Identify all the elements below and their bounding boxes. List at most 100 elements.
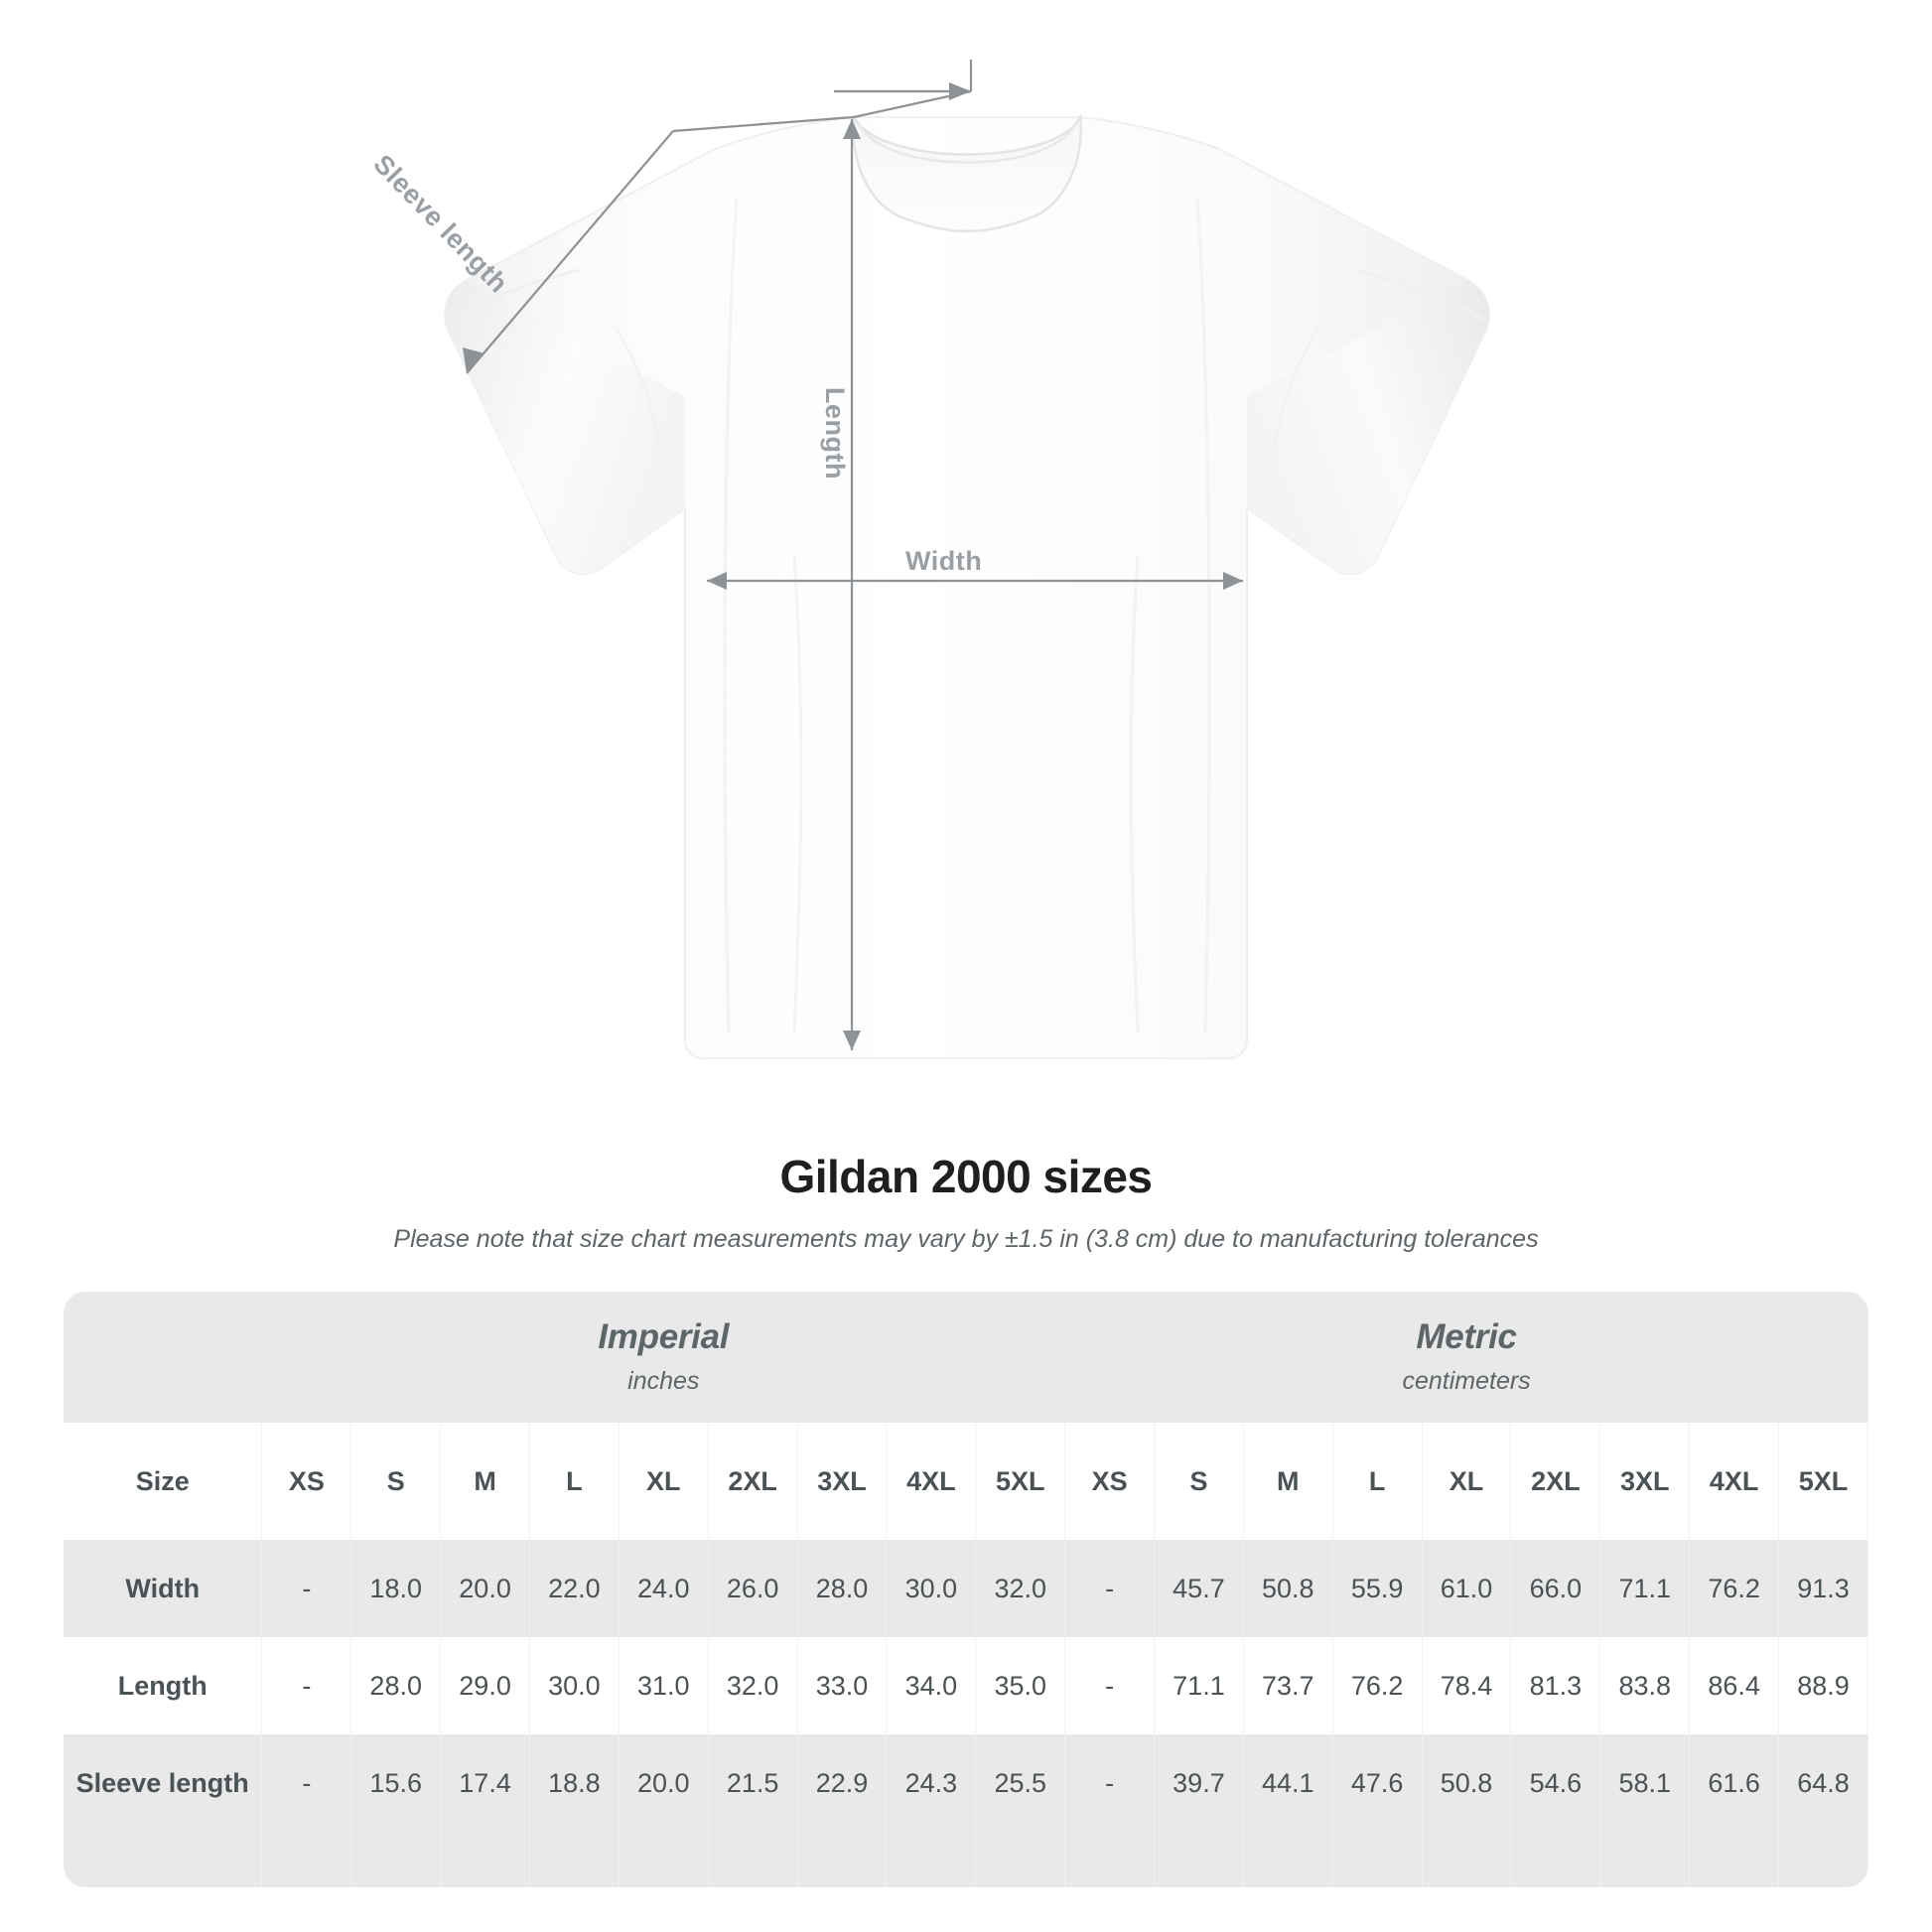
filler-cell (529, 1832, 620, 1887)
page-subtitle: Please note that size chart measurements… (393, 1225, 1539, 1253)
cell-length-metric-s: 71.1 (1154, 1637, 1244, 1734)
filler-cell (619, 1832, 709, 1887)
cell-length-imperial-3xl: 33.0 (797, 1637, 888, 1734)
size-header-imperial-m: M (440, 1423, 530, 1540)
table-row: Width -18.0 20.0 22.0 24.0 26.0 28.0 30.0 32.0-4… (64, 1540, 1868, 1637)
filler-cell (1243, 1832, 1333, 1887)
cell-width-metric-m: 50.8 (1243, 1540, 1333, 1637)
filler-cell (1510, 1832, 1601, 1887)
size-header-metric-5xl: 5XL (1778, 1423, 1868, 1540)
filler-cell (1422, 1832, 1512, 1887)
unit-title-imperial: Imperial (598, 1316, 730, 1356)
tshirt-diagram: Sleeve length Length Width (367, 60, 1490, 1059)
cell-sleeve-length-metric-l: 47.6 (1332, 1734, 1423, 1832)
cell-sleeve-length-metric-4xl: 61.6 (1689, 1734, 1780, 1832)
size-header-imperial-5xl: 5XL (975, 1423, 1066, 1540)
unit-header-row: Imperial inches Metric centimeters (64, 1292, 1868, 1423)
cell-width-metric-4xl: 76.2 (1689, 1540, 1780, 1637)
filler-cell (708, 1832, 798, 1887)
cell-length-imperial-4xl: 34.0 (886, 1637, 977, 1734)
size-header-metric-2xl: 2XL (1510, 1423, 1601, 1540)
cell-sleeve-length-imperial-2xl: 21.5 (708, 1734, 798, 1832)
size-header-row: Size XS S M L XL 2XL 3XL 4XL 5XL XS S M L XL 2XL 3XL 4XL 5… (64, 1423, 1868, 1540)
cell-width-imperial-2xl: 26.0 (708, 1540, 798, 1637)
cell-width-metric-xl: 61.0 (1422, 1540, 1512, 1637)
cell-sleeve-length-imperial-l: 18.8 (529, 1734, 620, 1832)
unit-header-metric: Metric centimeters (1064, 1292, 1868, 1423)
filler-cell (797, 1832, 888, 1887)
cell-length-imperial-xl: 31.0 (619, 1637, 709, 1734)
cell-sleeve-length-metric-xs: - (1064, 1734, 1156, 1832)
size-header-metric-xs: XS (1064, 1423, 1156, 1540)
cell-width-imperial-m: 20.0 (440, 1540, 530, 1637)
cell-width-metric-xs: - (1064, 1540, 1156, 1637)
cell-length-imperial-m: 29.0 (440, 1637, 530, 1734)
cell-sleeve-length-imperial-xs: - (261, 1734, 352, 1832)
cell-width-imperial-4xl: 30.0 (886, 1540, 977, 1637)
size-header-metric-4xl: 4XL (1689, 1423, 1780, 1540)
cell-sleeve-length-metric-m: 44.1 (1243, 1734, 1333, 1832)
cell-width-metric-5xl: 91.3 (1778, 1540, 1868, 1637)
size-header-metric-3xl: 3XL (1599, 1423, 1691, 1540)
cell-sleeve-length-imperial-4xl: 24.3 (886, 1734, 977, 1832)
filler-cell (261, 1832, 352, 1887)
size-table-container: Imperial inches Metric centimeters Size X… (0, 1292, 1932, 1887)
cell-sleeve-length-imperial-5xl: 25.5 (975, 1734, 1066, 1832)
cell-length-metric-3xl: 83.8 (1599, 1637, 1691, 1734)
cell-length-imperial-s: 28.0 (350, 1637, 442, 1734)
length-dimension-label: Length (820, 387, 850, 480)
filler-cell (1689, 1832, 1780, 1887)
unit-header-imperial: Imperial inches (261, 1292, 1065, 1423)
cell-length-metric-4xl: 86.4 (1689, 1637, 1780, 1734)
cell-length-imperial-2xl: 32.0 (708, 1637, 798, 1734)
unit-header-spacer (64, 1292, 262, 1423)
cell-width-imperial-3xl: 28.0 (797, 1540, 888, 1637)
filler-cell (1778, 1832, 1868, 1887)
cell-sleeve-length-imperial-3xl: 22.9 (797, 1734, 888, 1832)
cell-sleeve-length-imperial-xl: 20.0 (619, 1734, 709, 1832)
table-row: Sleeve length -15.6 17.4 18.8 20.0 21.5 22.9 24… (64, 1734, 1868, 1832)
cell-length-metric-2xl: 81.3 (1510, 1637, 1601, 1734)
filler-cell (350, 1832, 442, 1887)
table-row: Length -28.0 29.0 30.0 31.0 32.0 33.0 34.0 35.0-… (64, 1637, 1868, 1734)
size-header-imperial-4xl: 4XL (886, 1423, 977, 1540)
width-dimension-label: Width (905, 546, 983, 576)
filler-cell (440, 1832, 530, 1887)
size-header-metric-l: L (1332, 1423, 1423, 1540)
cell-width-metric-s: 45.7 (1154, 1540, 1244, 1637)
unit-title-metric: Metric (1416, 1316, 1517, 1356)
cell-length-imperial-xs: - (261, 1637, 352, 1734)
size-header-imperial-3xl: 3XL (797, 1423, 888, 1540)
cell-sleeve-length-metric-xl: 50.8 (1422, 1734, 1512, 1832)
tshirt-illustration (444, 60, 1490, 1059)
size-header-metric-xl: XL (1422, 1423, 1512, 1540)
size-header-metric-s: S (1154, 1423, 1244, 1540)
row-label-length: Length (64, 1637, 263, 1734)
cell-length-imperial-l: 30.0 (529, 1637, 620, 1734)
filler-cell (886, 1832, 977, 1887)
cell-width-imperial-s: 18.0 (350, 1540, 442, 1637)
filler-cell (1599, 1832, 1691, 1887)
cell-length-metric-m: 73.7 (1243, 1637, 1333, 1734)
cell-length-metric-xl: 78.4 (1422, 1637, 1512, 1734)
filler-cell (975, 1832, 1066, 1887)
cell-length-metric-5xl: 88.9 (1778, 1637, 1868, 1734)
title-block: Gildan 2000 sizes Please note that size … (0, 1150, 1932, 1254)
cell-sleeve-length-imperial-m: 17.4 (440, 1734, 530, 1832)
unit-subtitle-metric: centimeters (1402, 1366, 1531, 1395)
page-title: Gildan 2000 sizes (779, 1151, 1153, 1202)
cell-sleeve-length-metric-5xl: 64.8 (1778, 1734, 1868, 1832)
size-header-imperial-s: S (350, 1423, 442, 1540)
cell-length-imperial-5xl: 35.0 (975, 1637, 1066, 1734)
unit-subtitle-imperial: inches (627, 1366, 700, 1395)
cell-width-imperial-xs: - (261, 1540, 352, 1637)
row-label-sleeve-length: Sleeve length (64, 1734, 263, 1832)
filler-cell (1154, 1832, 1244, 1887)
row-label-width: Width (64, 1540, 263, 1637)
cell-width-imperial-l: 22.0 (529, 1540, 620, 1637)
cell-sleeve-length-metric-3xl: 58.1 (1599, 1734, 1691, 1832)
cell-width-metric-l: 55.9 (1332, 1540, 1423, 1637)
cell-width-imperial-xl: 24.0 (619, 1540, 709, 1637)
filler-cell (1064, 1832, 1156, 1887)
cell-width-imperial-5xl: 32.0 (975, 1540, 1066, 1637)
